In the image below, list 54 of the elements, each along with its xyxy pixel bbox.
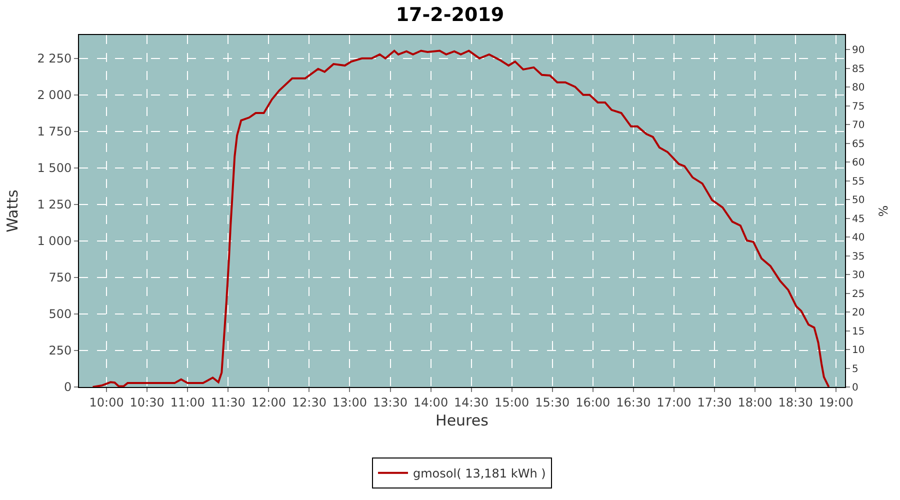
y-tick-label: 2 000 xyxy=(37,88,72,102)
y2-tick-label: 40 xyxy=(852,232,865,244)
x-tick-label: 11:30 xyxy=(210,395,246,410)
y-tick-label: 750 xyxy=(48,270,72,285)
y2-tick-label: 65 xyxy=(852,138,865,150)
y-tick-label: 1 000 xyxy=(37,234,72,248)
y2-tick-label: 0 xyxy=(852,382,858,394)
y-tick-label: 250 xyxy=(48,344,72,358)
y-tick-label: 0 xyxy=(64,380,72,394)
y2-tick-label: 25 xyxy=(852,288,865,300)
x-tick-label: 13:30 xyxy=(372,395,408,410)
y2-tick-label: 70 xyxy=(852,120,865,132)
y-tick-label: 1 750 xyxy=(37,124,72,139)
y-axis-title: Watts xyxy=(3,190,22,232)
x-tick-label: 12:00 xyxy=(251,395,286,410)
y2-tick-label: 5 xyxy=(852,364,858,375)
y2-tick-label: 60 xyxy=(852,158,865,169)
y2-tick-label: 20 xyxy=(852,308,865,319)
y2-tick-label: 85 xyxy=(852,64,865,75)
y2-tick-label: 50 xyxy=(852,195,865,206)
y2-tick-label: 30 xyxy=(852,270,865,282)
y2-tick-label: 35 xyxy=(852,251,865,262)
y2-tick-label: 15 xyxy=(852,326,865,338)
x-tick-label: 16:00 xyxy=(576,395,610,410)
y2-tick-label: 10 xyxy=(852,345,865,356)
x-tick-label: 17:30 xyxy=(697,395,732,410)
x-tick-label: 12:30 xyxy=(292,395,327,410)
y2-tick-label: 55 xyxy=(852,176,865,188)
legend-label: gmosol( 13,181 kWh ) xyxy=(413,466,546,481)
x-tick-label: 18:00 xyxy=(738,395,772,410)
y-tick-label: 1 500 xyxy=(37,161,72,176)
x-tick-label: 18:30 xyxy=(778,395,813,410)
y2-tick-label: 45 xyxy=(852,214,865,225)
x-tick-label: 10:30 xyxy=(130,395,164,410)
x-tick-label: 15:30 xyxy=(535,395,570,410)
y2-tick-label: 75 xyxy=(852,101,865,112)
x-tick-label: 15:00 xyxy=(494,395,530,410)
chart-title: 17-2-2019 xyxy=(396,4,504,26)
x-tick-label: 14:30 xyxy=(454,395,489,410)
y-tick-label: 500 xyxy=(48,307,72,322)
x-tick-label: 17:00 xyxy=(656,395,692,410)
y-tick-label: 1 250 xyxy=(37,198,72,212)
x-tick-label: 11:00 xyxy=(170,395,205,410)
x-tick-label: 14:00 xyxy=(413,395,448,410)
x-tick-label: 19:00 xyxy=(818,395,854,410)
x-axis-title: Heures xyxy=(436,411,489,430)
y2-tick-label: 90 xyxy=(852,45,865,56)
x-tick-label: 16:30 xyxy=(616,395,651,410)
y-tick-label: 2 250 xyxy=(37,52,72,66)
line-series xyxy=(92,50,830,387)
y2-tick-label: 80 xyxy=(852,82,865,94)
x-tick-label: 10:00 xyxy=(89,395,124,410)
x-tick-label: 13:00 xyxy=(332,395,368,410)
y2-axis-title: % xyxy=(876,205,891,217)
